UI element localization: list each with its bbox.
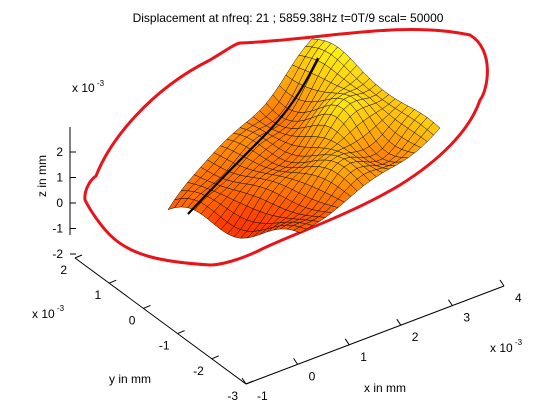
svg-text:x 10: x 10 (32, 307, 55, 321)
y-tick-label: -2 (193, 364, 204, 378)
surface-patch (305, 38, 319, 48)
x-exponent: x 10 -3 (490, 338, 523, 355)
x-tick-mark (447, 299, 453, 306)
y-tick-group: -3 -2 -1 0 1 2 (60, 254, 254, 403)
y-tick-label: 0 (129, 313, 136, 327)
y-tick-mark (109, 279, 117, 284)
svg-text:x 10: x 10 (72, 81, 95, 95)
x-tick-mark (499, 279, 505, 287)
x-tick-mark (344, 338, 350, 346)
y-tick-label: -1 (159, 339, 170, 353)
y-axis-label: y in mm (109, 372, 151, 386)
y-tick-mark (211, 355, 219, 360)
z-tick-group: -2 -1 0 1 2 (52, 145, 76, 261)
svg-text:-3: -3 (57, 304, 65, 313)
x-tick-mark (293, 358, 299, 365)
y-tick-mark (143, 304, 151, 309)
y-axis (74, 257, 247, 385)
x-tick-label: 0 (309, 369, 316, 383)
plot-title: Displacement at nfreq: 21 ; 5859.38Hz t=… (133, 11, 444, 25)
y-tick-label: 1 (95, 288, 102, 302)
displacement-surface (167, 38, 441, 239)
x-axis (245, 285, 505, 385)
svg-text:x 10: x 10 (490, 341, 513, 355)
z-tick-label: -2 (52, 247, 63, 261)
boundary-curve (83, 28, 489, 267)
x-tick-label: 1 (360, 350, 367, 364)
y-tick-mark (74, 254, 83, 259)
svg-text:-3: -3 (515, 338, 523, 347)
x-tick-mark (241, 377, 247, 385)
y-tick-label: -3 (227, 389, 238, 403)
x-tick-label: 2 (412, 330, 419, 344)
svg-text:-3: -3 (97, 79, 105, 88)
x-axis-label: x in mm (364, 381, 406, 395)
y-tick-label: 2 (60, 263, 67, 277)
x-tick-label: -1 (257, 389, 268, 403)
z-axis-label: z in mm (35, 155, 49, 197)
y-tick-mark (177, 330, 185, 335)
x-tick-label: 4 (515, 291, 522, 305)
x-tick-label: 3 (463, 311, 470, 325)
z-tick-label: 0 (56, 196, 63, 210)
y-exponent: x 10 -3 (32, 304, 65, 321)
z-exponent: x 10 -3 (72, 79, 105, 95)
z-tick-label: 1 (56, 171, 63, 185)
mode-line (187, 57, 319, 215)
z-tick-label: 2 (56, 145, 63, 159)
z-tick-label: -1 (52, 222, 63, 236)
x-tick-group: -1 0 1 2 3 4 (241, 279, 522, 403)
x-tick-mark (396, 318, 402, 326)
